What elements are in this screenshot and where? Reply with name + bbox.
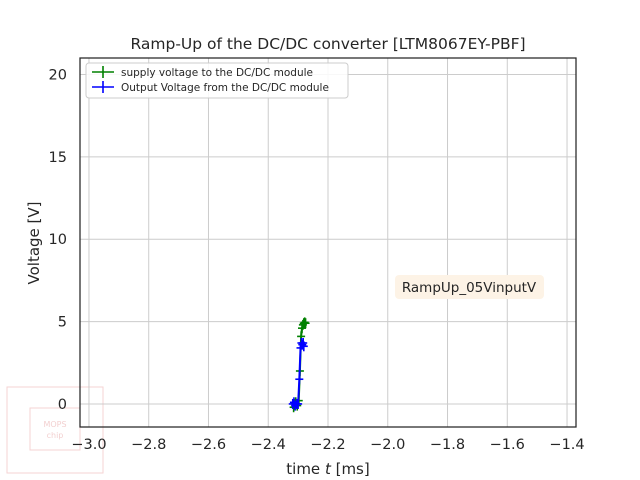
data-point — [300, 317, 309, 328]
legend-label-supply: supply voltage to the DC/DC module — [121, 67, 313, 79]
x-tick-label: −2.4 — [251, 437, 286, 453]
legend-label-output: Output Voltage from the DC/DC module — [121, 82, 329, 94]
data-point — [294, 398, 303, 409]
y-axis-label: Voltage [V] — [25, 202, 43, 285]
y-tick-label: 15 — [49, 150, 67, 166]
y-tick-label: 5 — [58, 315, 67, 331]
watermark-line2: chip — [47, 431, 64, 440]
annotation: RampUp_05VinputV — [395, 275, 544, 299]
legend: supply voltage to the DC/DC module Outpu… — [85, 62, 349, 99]
tick-labels: −3.0 −2.8 −2.6 −2.4 −2.2 −2.0 −1.8 −1.6 −1.4 0 5 10… — [49, 67, 585, 453]
watermark: MOPS chip — [6, 386, 104, 474]
x-tick-label: −1.4 — [549, 437, 584, 453]
data-point — [299, 341, 308, 352]
x-tick-label: −2.2 — [310, 437, 345, 453]
legend-marker-output — [92, 81, 114, 93]
y-tick-label: 0 — [58, 397, 67, 413]
data-point — [298, 339, 307, 350]
grid — [80, 58, 576, 427]
legend-marker-supply — [92, 66, 114, 78]
series-group — [288, 317, 310, 413]
x-tick-label: −3.0 — [71, 437, 106, 453]
x-tick-label: −1.8 — [430, 437, 465, 453]
x-tick-label: −2.0 — [370, 437, 405, 453]
legend-box — [85, 62, 349, 99]
y-tick-label: 20 — [49, 67, 67, 83]
y-tick-label: 10 — [49, 232, 67, 248]
annotation-box — [395, 275, 544, 299]
x-tick-label: −2.6 — [191, 437, 226, 453]
data-point — [295, 374, 304, 385]
chart-title: Ramp-Up of the DC/DC converter [LTM8067E… — [130, 35, 525, 53]
x-tick-label: −2.8 — [131, 437, 166, 453]
x-axis-label: time t [ms] — [286, 460, 369, 478]
data-point — [301, 318, 310, 329]
x-tick-label: −1.6 — [490, 437, 525, 453]
plot-frame — [79, 57, 577, 428]
watermark-line1: MOPS — [43, 420, 66, 429]
annotation-text: RampUp_05VinputV — [402, 280, 537, 296]
series-output — [288, 337, 308, 411]
